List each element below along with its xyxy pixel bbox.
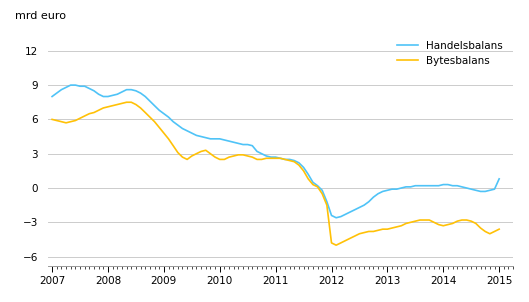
Bytesbalans [123,101,130,104]
Handelsbalans [403,185,409,189]
Bytesbalans [333,243,339,247]
Bytesbalans [170,144,176,147]
Bytesbalans [496,227,503,231]
Handelsbalans [86,87,93,90]
Bytesbalans [81,114,88,118]
Bytesbalans [309,183,316,186]
Line: Handelsbalans: Handelsbalans [52,85,499,218]
Bytesbalans [49,117,55,121]
Handelsbalans [63,85,69,89]
Handelsbalans [68,83,74,87]
Handelsbalans [309,181,316,184]
Legend: Handelsbalans, Bytesbalans: Handelsbalans, Bytesbalans [391,35,508,71]
Handelsbalans [496,177,503,181]
Handelsbalans [49,95,55,98]
Handelsbalans [277,156,284,160]
Bytesbalans [63,121,69,125]
Text: mrd euro: mrd euro [15,11,66,21]
Handelsbalans [333,216,339,220]
Bytesbalans [403,222,409,225]
Handelsbalans [170,120,176,124]
Line: Bytesbalans: Bytesbalans [52,102,499,245]
Bytesbalans [277,156,284,160]
